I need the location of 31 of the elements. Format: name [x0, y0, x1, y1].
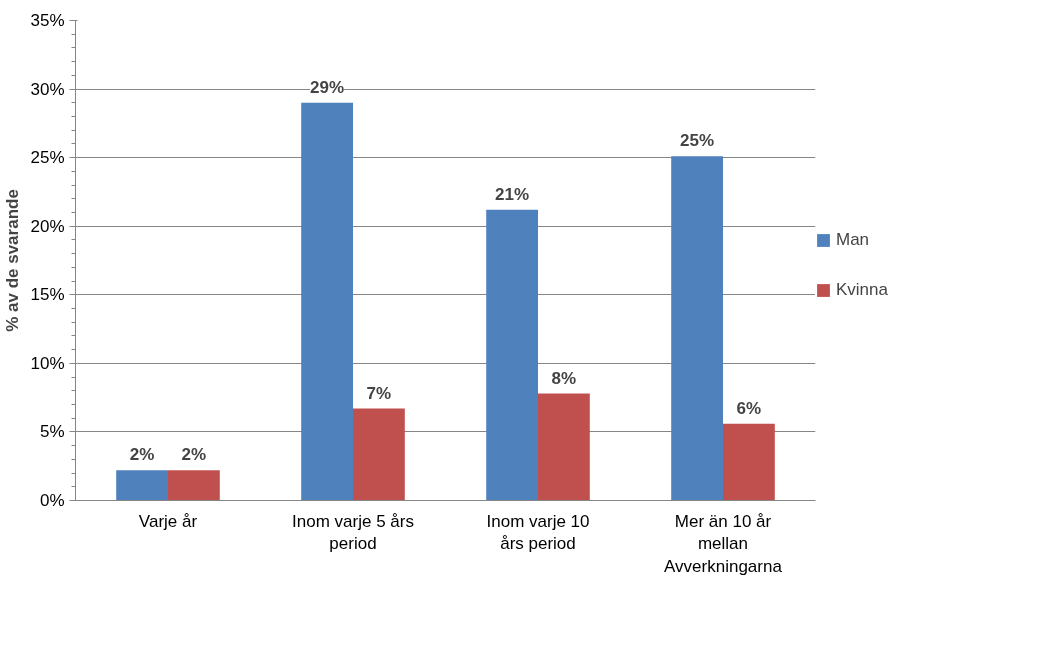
bar [538, 393, 590, 501]
y-tick-label: 10% [30, 353, 65, 373]
data-label: 2% [181, 445, 207, 465]
bar [671, 156, 723, 501]
data-label: 2% [129, 445, 155, 465]
bar [723, 423, 775, 501]
data-label: 21% [495, 184, 530, 204]
y-tick-label: 5% [39, 422, 65, 442]
bar [116, 470, 168, 501]
y-tick-label: 35% [30, 11, 65, 30]
y-tick-label: 20% [30, 216, 65, 236]
x-tick-label: Inom varje 5 års period [292, 511, 414, 554]
bar [486, 209, 538, 501]
x-tick-label: Mer än 10 år mellan Avverkningarna [664, 511, 783, 577]
legend-label: Man [836, 230, 870, 250]
data-label: 8% [551, 368, 577, 388]
data-label: 6% [736, 398, 762, 418]
data-label: 25% [680, 131, 715, 151]
y-tick-label: 0% [39, 491, 65, 510]
data-label: 7% [366, 383, 392, 403]
legend-label: Kvinna [836, 280, 888, 300]
y-tick-label: 25% [30, 148, 65, 168]
y-tick-label: 30% [30, 79, 65, 99]
bar [301, 102, 353, 501]
bar [168, 470, 220, 501]
x-tick-label: Varje år [138, 511, 198, 531]
bar [353, 408, 405, 501]
y-axis-title: % av de svarande [3, 189, 23, 332]
x-tick-label: Inom varje 10 års period [486, 511, 590, 554]
y-tick-label: 15% [30, 285, 65, 305]
data-label: 29% [310, 77, 345, 97]
